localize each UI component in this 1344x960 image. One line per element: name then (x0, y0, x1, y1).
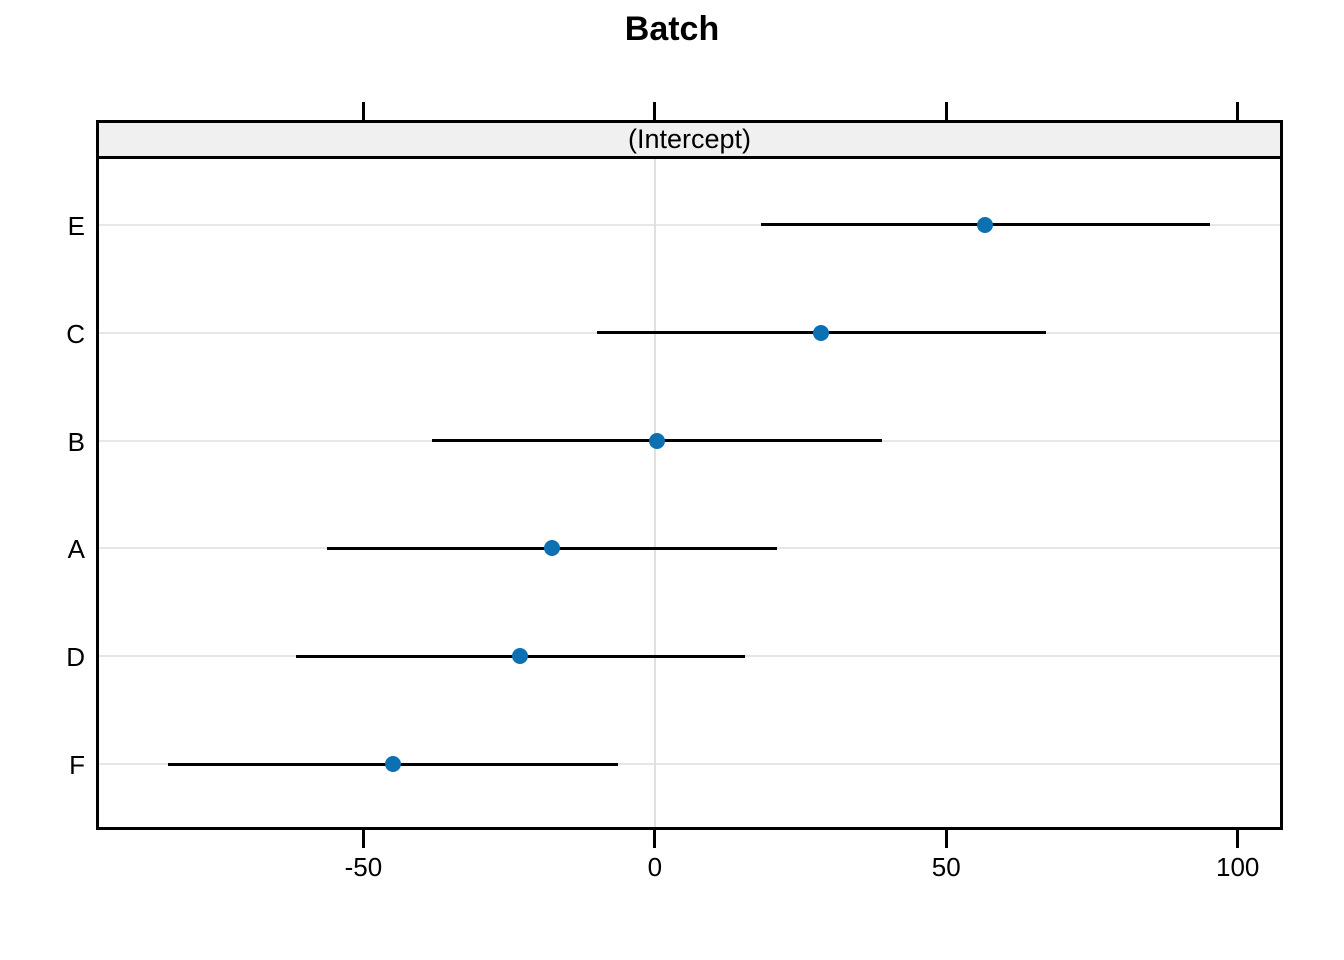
y-axis-label: F (69, 750, 85, 781)
estimate-point (384, 756, 401, 773)
x-axis-bottom-tick (944, 830, 948, 848)
estimate-point (544, 540, 561, 557)
x-axis-bottom-tick (653, 830, 657, 848)
panel-strip-label: (Intercept) (627, 124, 752, 154)
chart-title: Batch (624, 10, 720, 48)
row-gridline (99, 763, 1280, 766)
x-axis-top-tick (361, 102, 365, 120)
y-axis-label: B (67, 426, 85, 457)
y-axis-label: C (66, 318, 85, 349)
estimate-point (512, 648, 529, 665)
x-axis-bottom-tick (361, 830, 365, 848)
plot-panel-border (96, 159, 1283, 830)
x-axis-tick-label: -50 (344, 852, 383, 882)
estimate-point (977, 216, 994, 233)
estimate-point (813, 324, 830, 341)
x-axis-tick-label: 0 (647, 852, 663, 882)
x-axis-bottom-tick (1236, 830, 1240, 848)
x-axis-top-tick (1236, 102, 1240, 120)
row-gridline (99, 223, 1280, 226)
x-axis-tick-label: 100 (1215, 852, 1260, 882)
panel-strip: (Intercept) (96, 120, 1283, 159)
y-axis-label: D (66, 642, 85, 673)
zero-reference-line (653, 159, 656, 827)
y-axis-label: E (67, 210, 85, 241)
x-axis-top-tick (653, 102, 657, 120)
plot-area (99, 159, 1280, 827)
x-axis-top-tick (944, 102, 948, 120)
estimate-point (649, 432, 666, 449)
y-axis-label: A (67, 534, 85, 565)
x-axis-tick-label: 50 (931, 852, 961, 882)
